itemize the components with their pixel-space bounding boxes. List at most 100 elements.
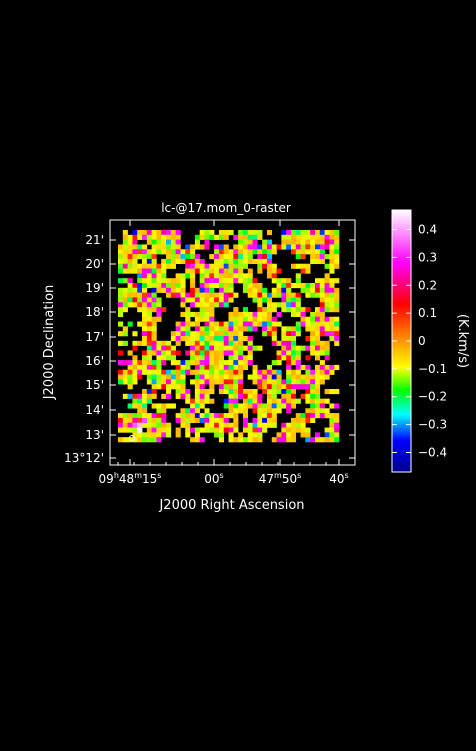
map-pixel	[175, 292, 181, 298]
map-pixel	[127, 364, 133, 371]
map-pixel	[334, 244, 340, 250]
map-pixel	[247, 422, 253, 428]
map-pixel	[329, 249, 335, 255]
map-pixel	[218, 244, 224, 250]
map-pixel	[194, 326, 200, 332]
map-pixel	[146, 360, 152, 366]
beam-marker	[129, 435, 135, 441]
map-pixel	[204, 413, 210, 419]
map-pixel	[266, 268, 273, 274]
map-pixel	[271, 302, 277, 308]
map-pixel	[199, 393, 205, 399]
map-pixel	[271, 273, 277, 279]
map-pixel	[209, 398, 215, 404]
map-pixel	[238, 230, 244, 236]
map-pixel	[199, 263, 205, 269]
map-pixel	[257, 369, 263, 375]
map-pixel	[175, 230, 181, 236]
map-pixel	[166, 369, 172, 375]
map-pixel	[271, 292, 277, 298]
map-pixel	[281, 336, 287, 342]
map-pixel	[137, 268, 143, 274]
map-pixel	[185, 422, 191, 428]
map-pixel	[257, 249, 263, 255]
map-pixel	[334, 417, 340, 424]
map-pixel	[194, 384, 200, 390]
map-pixel	[190, 369, 196, 375]
map-pixel	[209, 297, 215, 303]
map-pixel	[166, 234, 172, 240]
map-pixel	[142, 437, 148, 443]
map-pixel	[204, 230, 210, 236]
map-pixel	[132, 360, 138, 366]
map-pixel	[314, 408, 321, 414]
map-pixel	[204, 374, 210, 380]
map-pixel	[190, 398, 196, 404]
map-pixel	[170, 230, 176, 236]
map-pixel	[122, 249, 128, 255]
map-pixel	[233, 254, 239, 260]
map-pixel	[218, 234, 224, 240]
map-pixel	[194, 302, 200, 308]
map-pixel	[324, 321, 330, 327]
map-pixel	[305, 263, 311, 269]
map-pixel	[257, 292, 263, 298]
map-pixel	[199, 234, 205, 240]
map-pixel	[185, 336, 191, 342]
map-pixel	[334, 230, 340, 236]
map-pixel	[194, 292, 200, 298]
map-pixel	[238, 311, 244, 318]
map-pixel	[262, 258, 268, 265]
map-pixel	[170, 355, 176, 361]
map-pixel	[295, 263, 301, 269]
map-pixel	[324, 244, 330, 250]
map-pixel	[266, 384, 273, 390]
map-pixel	[180, 283, 186, 289]
map-pixel	[310, 384, 316, 390]
map-pixel	[127, 234, 133, 240]
map-pixel	[286, 234, 292, 240]
map-pixel	[329, 230, 335, 236]
map-pixel	[281, 234, 287, 240]
map-pixel	[190, 287, 196, 293]
map-pixel	[223, 360, 229, 366]
map-pixel	[214, 427, 220, 433]
map-pixel	[218, 273, 224, 279]
map-pixel	[228, 278, 234, 284]
colorbar-tick-label: 0.3	[418, 250, 437, 264]
map-pixel	[314, 230, 321, 236]
map-pixel	[314, 374, 321, 380]
map-pixel	[209, 316, 215, 322]
map-pixel	[180, 389, 186, 395]
map-pixel	[252, 389, 258, 395]
map-pixel	[161, 369, 167, 375]
map-pixel	[271, 393, 277, 399]
map-pixel	[319, 239, 325, 245]
map-pixel	[242, 398, 249, 404]
map-pixel	[233, 234, 239, 240]
map-pixel	[132, 302, 138, 308]
map-pixel	[142, 364, 148, 371]
map-pixel	[127, 321, 133, 327]
map-pixel	[305, 239, 311, 245]
map-pixel	[204, 331, 210, 337]
map-pixel	[194, 297, 200, 303]
map-pixel	[334, 287, 340, 293]
map-pixel	[209, 340, 215, 346]
map-pixel	[209, 422, 215, 428]
map-pixel	[314, 321, 321, 327]
map-pixel	[161, 239, 167, 245]
map-pixel	[218, 258, 224, 265]
map-pixel	[190, 350, 196, 356]
map-pixel	[286, 374, 292, 380]
map-pixel	[190, 273, 196, 279]
map-pixel	[319, 254, 325, 260]
map-pixel	[122, 331, 128, 337]
map-pixel	[137, 297, 143, 303]
map-pixel	[175, 369, 181, 375]
map-pixel	[209, 234, 215, 240]
map-pixel	[281, 331, 287, 337]
map-pixel	[161, 374, 167, 380]
map-pixel	[146, 417, 152, 424]
map-pixel	[286, 422, 292, 428]
